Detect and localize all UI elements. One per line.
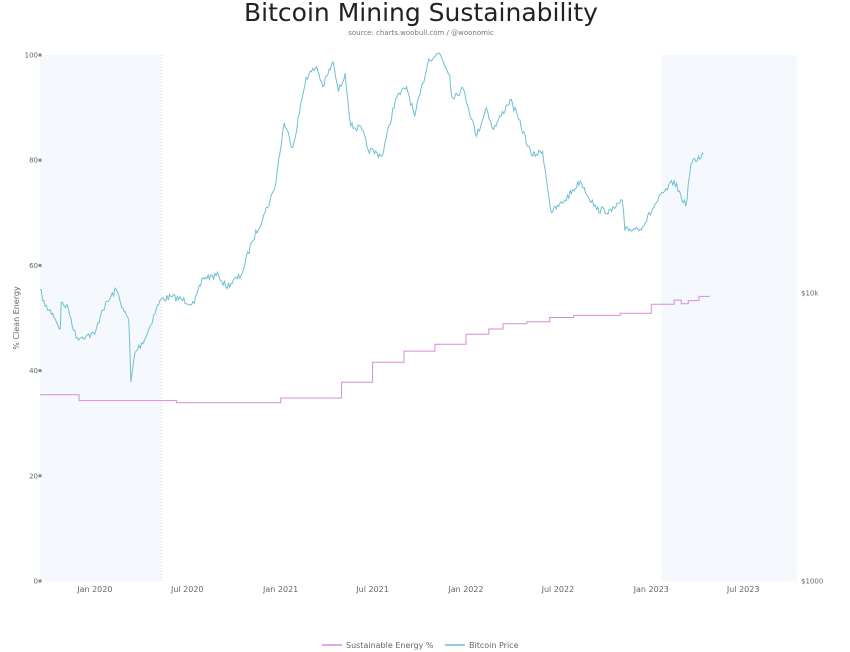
x-tick-label: Jul 2020 (170, 585, 204, 594)
shaded-period-0 (40, 55, 162, 581)
x-tick-label: Jul 2021 (355, 585, 389, 594)
y-axis-right: $10k $1000 (801, 290, 823, 586)
y-tick-label: 100 (25, 52, 38, 60)
y-tick-mark (38, 369, 42, 373)
x-tick-label: Jan 2020 (76, 585, 112, 594)
y-tick-mark (38, 53, 42, 57)
chart-title: Bitcoin Mining Sustainability (244, 0, 598, 27)
x-tick-label: Jan 2023 (633, 585, 669, 594)
y-tick-label: 60 (29, 262, 38, 270)
x-tick-label: Jul 2023 (726, 585, 760, 594)
y-right-tick-label: $10k (801, 290, 819, 298)
legend[interactable]: Sustainable Energy % Bitcoin Price (322, 641, 519, 650)
x-axis: Jan 2020 Jul 2020 Jan 2021 Jul 2021 Jan 2022… (76, 585, 759, 594)
series-line-sustainable-energy (40, 295, 710, 404)
y-tick-mark (38, 474, 42, 478)
shaded-periods (40, 55, 797, 581)
chart-subtitle: source: charts.woobull.com / @woonomic (348, 29, 494, 37)
shaded-period-1 (660, 55, 797, 581)
legend-label-sustainable-energy[interactable]: Sustainable Energy % (346, 641, 434, 650)
y-tick-mark (38, 158, 42, 162)
series-line-bitcoin-price (39, 52, 704, 383)
x-tick-label: Jan 2021 (262, 585, 298, 594)
legend-label-bitcoin-price[interactable]: Bitcoin Price (469, 641, 519, 650)
y-tick-label: 80 (29, 157, 38, 165)
y-right-tick-label: $1000 (801, 578, 823, 586)
x-tick-label: Jan 2022 (447, 585, 483, 594)
y-tick-label: 40 (29, 367, 38, 375)
y-axis-left: 0 20 40 60 80 100 (25, 52, 42, 586)
x-tick-label: Jul 2022 (541, 585, 575, 594)
y-axis-label: % Clean Energy (12, 286, 21, 350)
y-tick-mark (38, 263, 42, 267)
y-tick-label: 20 (29, 472, 38, 480)
y-tick-label: 0 (34, 578, 38, 586)
y-tick-mark (38, 579, 42, 583)
